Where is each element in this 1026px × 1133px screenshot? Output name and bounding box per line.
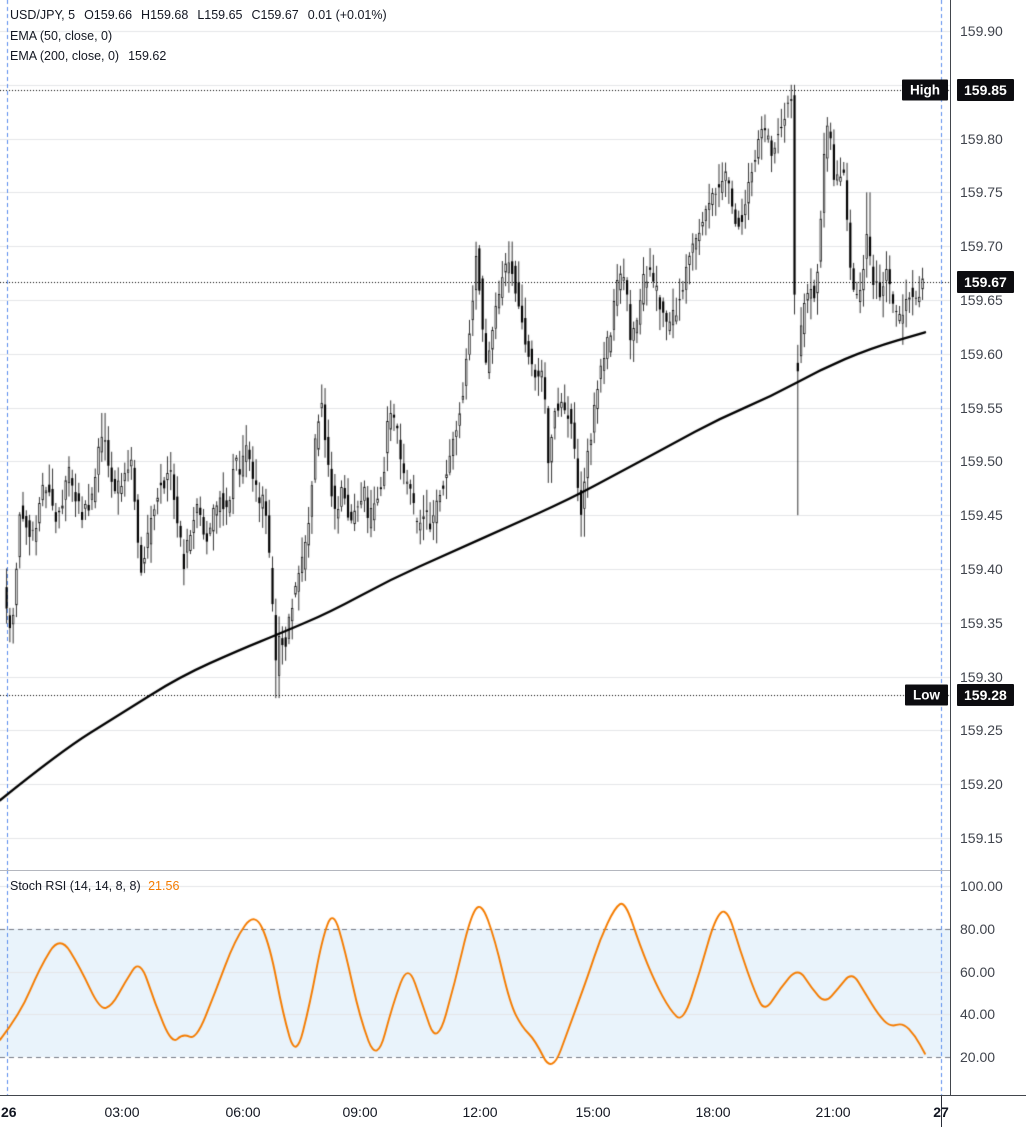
time-axis-label: 03:00 [104,1104,140,1120]
symbol-title: USD/JPY, 5 [10,8,76,22]
price-axis-label: 159.25 [960,722,1003,739]
time-axis-label: 21:00 [815,1104,851,1120]
price-axis-label: 159.55 [960,399,1003,416]
ohlc-change: 0.01 (+0.01%) [307,8,387,22]
stoch-rsi-value: 21.56 [148,879,180,893]
stoch-axis-label: 60.00 [960,963,996,980]
panel-separator[interactable] [0,870,1026,871]
price-axis-label: 159.75 [960,184,1003,201]
time-axis-label: 12:00 [462,1104,498,1120]
symbol-legend: USD/JPY, 5 O159.66 H159.68 L159.65 C159.67 0.… [10,5,396,67]
time-axis-label: 06:00 [225,1104,261,1120]
ema200-legend-row: EMA (200, close, 0) 159.62 [10,46,396,67]
time-axis-label: 18:00 [695,1104,731,1120]
stoch-rsi-label: Stoch RSI (14, 14, 8, 8) [10,879,141,893]
stoch-axis-label: 40.00 [960,1006,996,1023]
ohlc-open: O159.66 [84,8,133,22]
time-axis-day-label: 26 [1,1104,17,1120]
ohlc-low: L159.65 [197,8,243,22]
high-price-badge: 159.85 [957,79,1014,101]
ema200-label: EMA (200, close, 0) [10,49,120,63]
low-price-badge: 159.28 [957,684,1014,706]
price-axis-label: 159.90 [960,23,1003,39]
price-axis-label: 159.60 [960,345,1003,362]
price-axis-label: 159.30 [960,668,1003,685]
ema50-label: EMA (50, close, 0) [10,28,113,43]
time-axis-label: 15:00 [575,1104,611,1120]
price-axis-label: 159.80 [960,130,1003,147]
time-axis-label: 09:00 [342,1104,378,1120]
ohlc-close: C159.67 [251,8,299,22]
day-low-badge: Low [905,684,948,706]
price-axis-label: 159.45 [960,507,1003,524]
stoch-axis-label: 20.00 [960,1049,996,1065]
price-chart-canvas[interactable] [0,0,950,870]
stoch-rsi-legend: Stoch RSI (14, 14, 8, 8) 21.56 [10,879,179,893]
ema200-value: 159.62 [128,49,167,63]
price-axis[interactable]: 159.85 159.67 159.28 159.90159.85159.801… [950,0,1026,1133]
price-axis-label: 159.50 [960,453,1003,470]
stoch-axis-label: 100.00 [960,878,1003,894]
ohlc-high: H159.68 [141,8,189,22]
price-axis-label: 159.20 [960,776,1003,793]
ema50-legend-row: EMA (50, close, 0) [10,26,396,47]
day-high-badge: High [902,79,948,101]
price-axis-label: 159.15 [960,830,1003,846]
symbol-ohlc-row: USD/JPY, 5 O159.66 H159.68 L159.65 C159.67 0.… [10,5,396,26]
stoch-axis-label: 80.00 [960,920,996,937]
price-axis-label: 159.40 [960,561,1003,577]
price-axis-label: 159.70 [960,238,1003,255]
day-separator-tick [941,1096,942,1127]
price-axis-label: 159.35 [960,614,1003,631]
price-axis-label: 159.65 [960,292,1003,308]
last-price-badge: 159.67 [957,271,1014,293]
stoch-rsi-canvas[interactable] [0,870,950,1095]
